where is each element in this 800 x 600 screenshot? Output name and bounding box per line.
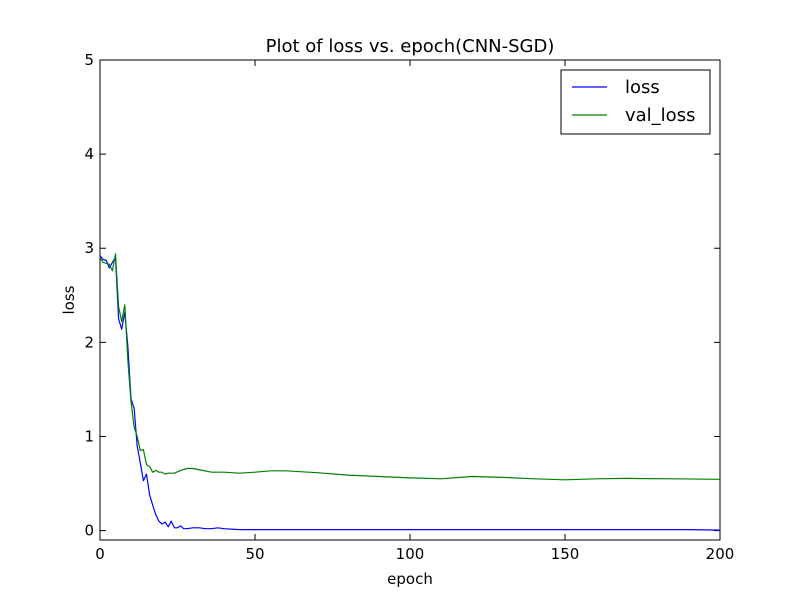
- x-tick-label: 150: [551, 545, 580, 563]
- series-line-val-loss: [99, 253, 721, 481]
- y-tick-label: 3: [84, 239, 94, 257]
- x-tick-label: 0: [95, 545, 105, 563]
- series-line-loss: [99, 255, 721, 531]
- x-axis-label: epoch: [387, 570, 433, 588]
- legend-label-loss: loss: [625, 77, 660, 98]
- x-tick-label: 50: [245, 545, 264, 563]
- legend-box: [560, 69, 711, 135]
- y-tick-label: 4: [84, 145, 94, 163]
- x-tick-label: 100: [396, 545, 425, 563]
- x-axis-ticks: 0 50 100 150 200: [95, 60, 734, 563]
- y-tick-label: 0: [84, 522, 94, 540]
- y-axis-label: loss: [60, 285, 78, 314]
- y-tick-label: 1: [84, 427, 94, 445]
- legend-label-val-loss: val_loss: [625, 105, 695, 126]
- x-tick-label: 200: [706, 545, 735, 563]
- series-layer: [99, 253, 721, 531]
- legend: loss val_loss: [560, 69, 711, 135]
- chart-title: Plot of loss vs. epoch(CNN-SGD): [266, 36, 555, 57]
- y-tick-label: 2: [84, 333, 94, 351]
- plot-area: [99, 59, 721, 541]
- y-tick-label: 5: [84, 51, 94, 69]
